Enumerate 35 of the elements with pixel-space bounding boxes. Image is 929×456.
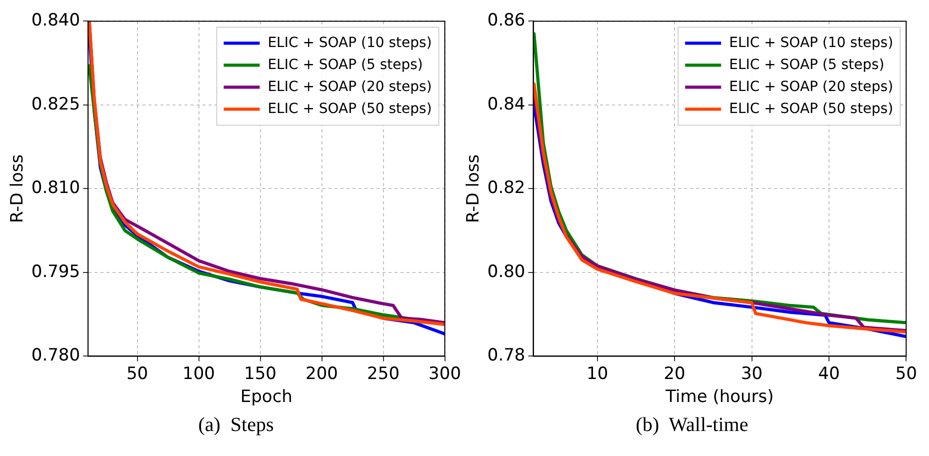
y-tick-label: 0.84 xyxy=(487,94,526,114)
x-tick-label: 50 xyxy=(895,364,918,384)
x-tick-label: 10 xyxy=(586,364,608,384)
y-tick-label: 0.840 xyxy=(31,10,80,31)
legend-label: ELIC + SOAP (5 steps) xyxy=(268,56,423,73)
y-tick-label: 0.795 xyxy=(31,262,80,282)
x-tick-label: 40 xyxy=(818,364,840,384)
x-axis-title: Time (hours) xyxy=(664,387,774,408)
x-tick-label: 100 xyxy=(182,364,215,384)
x-tick-label: 150 xyxy=(244,364,276,384)
x-tick-label: 30 xyxy=(740,364,763,384)
y-tick-label: 0.86 xyxy=(487,10,526,31)
legend-label: ELIC + SOAP (20 steps) xyxy=(268,78,432,95)
y-axis-title: R-D loss xyxy=(8,154,28,223)
y-tick-label: 0.825 xyxy=(31,94,80,114)
x-tick-label: 300 xyxy=(428,364,462,384)
y-tick-label: 0.780 xyxy=(31,346,80,366)
legend-label: ELIC + SOAP (50 steps) xyxy=(268,100,432,117)
x-tick-label: 50 xyxy=(126,364,148,384)
text: (b) Wall-time xyxy=(634,414,750,437)
text: (a) Steps xyxy=(197,414,275,437)
x-axis-title: Epoch xyxy=(240,387,292,408)
x-tick-label: 250 xyxy=(367,364,400,384)
y-tick-label: 0.80 xyxy=(487,262,526,282)
legend-label: ELIC + SOAP (10 steps) xyxy=(729,34,894,51)
x-tick-label: 20 xyxy=(664,364,686,384)
legend-label: ELIC + SOAP (10 steps) xyxy=(268,34,432,51)
y-tick-label: 0.78 xyxy=(487,346,526,366)
y-tick-label: 0.82 xyxy=(487,178,526,198)
legend-label: ELIC + SOAP (20 steps) xyxy=(729,78,894,95)
x-tick-label: 200 xyxy=(306,364,338,384)
legend-label: ELIC + SOAP (5 steps) xyxy=(729,56,884,73)
y-tick-label: 0.810 xyxy=(31,178,80,198)
legend-label: ELIC + SOAP (50 steps) xyxy=(729,100,894,117)
y-axis-title: R-D loss xyxy=(464,154,484,223)
